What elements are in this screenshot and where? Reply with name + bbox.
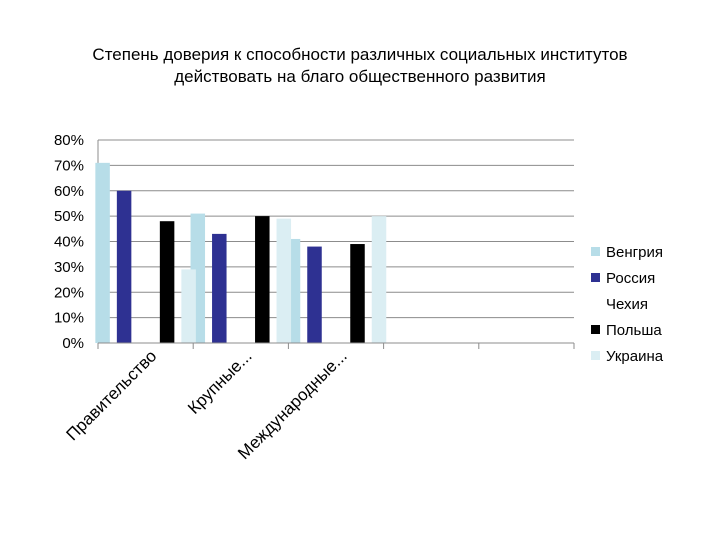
legend-swatch	[591, 299, 600, 308]
legend-label: Чехия	[606, 296, 648, 313]
bar	[181, 269, 196, 343]
bar	[255, 216, 270, 343]
bar	[307, 246, 322, 343]
y-tick-label: 40%	[54, 234, 84, 251]
y-tick-label: 20%	[54, 284, 84, 301]
y-axis: 0% 10% 20% 30% 40% 50% 60% 70% 80%	[54, 132, 99, 352]
bar	[159, 221, 175, 343]
bar	[371, 216, 387, 343]
x-category-label: Международные...	[234, 346, 351, 463]
chart-title: Степень доверия к способности различных …	[20, 44, 700, 88]
bar	[350, 244, 365, 343]
y-tick-label: 80%	[54, 132, 84, 149]
legend-swatch	[591, 351, 600, 360]
x-axis: Правительство Крупные...Международные...	[62, 342, 575, 463]
legend: Венгрия Россия Чехия Польша Украина	[591, 244, 664, 365]
legend-label: Украина	[606, 348, 664, 365]
bar	[116, 190, 132, 343]
legend-label: Венгрия	[606, 244, 663, 261]
bar	[95, 162, 110, 343]
bars	[95, 162, 387, 343]
legend-label: Польша	[606, 322, 662, 339]
legend-swatch	[591, 247, 600, 256]
legend-label: Россия	[606, 270, 655, 287]
y-tick-label: 30%	[54, 259, 84, 276]
y-tick-label: 0%	[62, 335, 84, 352]
legend-swatch	[591, 273, 600, 282]
chart-title-line-1: Степень доверия к способности различных …	[92, 45, 628, 64]
x-category-label: Правительство	[62, 346, 160, 444]
x-category-label: Крупные...	[184, 346, 255, 417]
y-tick-label: 70%	[54, 157, 84, 174]
bar	[212, 233, 227, 343]
y-tick-label: 10%	[54, 310, 84, 327]
chart-title-line-2: действовать на благо общественного разви…	[174, 67, 546, 86]
y-tick-label: 50%	[54, 208, 84, 225]
y-tick-label: 60%	[54, 183, 84, 200]
legend-swatch	[591, 325, 600, 334]
bar	[276, 218, 292, 343]
